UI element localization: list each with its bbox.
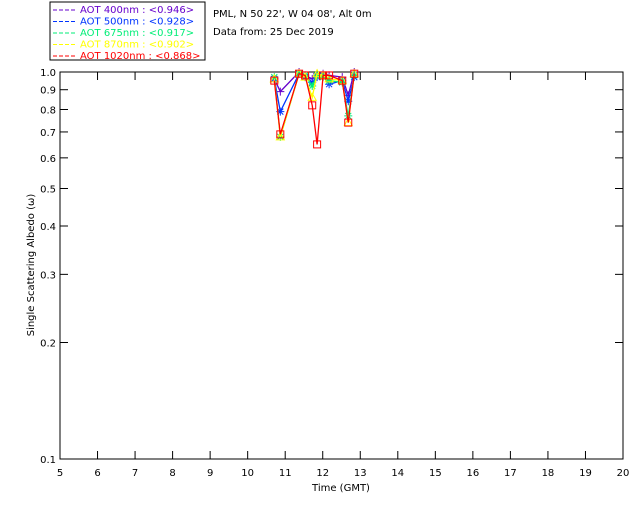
data-point xyxy=(344,118,353,127)
data-point xyxy=(275,131,286,141)
x-tick-label: 14 xyxy=(391,468,404,479)
legend-entry: AOT 400nm : <0.946> xyxy=(80,5,194,16)
x-tick-label: 5 xyxy=(57,468,63,479)
x-tick-label: 8 xyxy=(169,468,175,479)
y-tick-label: 0.5 xyxy=(40,184,56,195)
legend: AOT 400nm : <0.946>AOT 500nm : <0.928>AO… xyxy=(53,5,200,62)
data-point xyxy=(325,71,334,80)
marks xyxy=(269,68,360,149)
x-tick-label: 6 xyxy=(94,468,100,479)
data-point xyxy=(325,76,334,85)
data-point xyxy=(270,76,279,85)
y-tick-label: 0.1 xyxy=(40,455,56,466)
data-point xyxy=(308,101,317,110)
legend-entry: AOT 675nm : <0.917> xyxy=(80,28,194,39)
title-line-2: Data from: 25 Dec 2019 xyxy=(213,27,334,38)
x-axis-label: Time (GMT) xyxy=(311,483,370,494)
y-tick-label: 0.9 xyxy=(40,86,56,97)
legend-entry: AOT 500nm : <0.928> xyxy=(80,17,194,28)
x-tick-label: 16 xyxy=(466,468,479,479)
data-point xyxy=(343,117,354,127)
x-tick-label: 10 xyxy=(241,468,254,479)
y-tick-label: 0.3 xyxy=(40,270,56,281)
data-point xyxy=(301,71,310,80)
data-point xyxy=(276,107,285,116)
y-tick-label: 0.4 xyxy=(40,222,56,233)
legend-entry: AOT 1020nm : <0.868> xyxy=(80,51,200,62)
data-point xyxy=(312,68,322,78)
legend-box xyxy=(49,1,206,61)
data-point xyxy=(276,130,285,139)
title-line-1: PML, N 50 22', W 04 08', Alt 0m xyxy=(213,9,372,20)
y-axis-label: Single Scattering Albedo (ω) xyxy=(26,194,37,337)
y-tick-label: 0.8 xyxy=(40,106,56,117)
x-tick-label: 19 xyxy=(579,468,592,479)
x-tick-label: 20 xyxy=(617,468,630,479)
x-tick-label: 11 xyxy=(279,468,292,479)
x-tick-label: 9 xyxy=(207,468,213,479)
data-point xyxy=(344,97,353,106)
data-point xyxy=(319,71,328,80)
x-tick-label: 12 xyxy=(316,468,329,479)
x-tick-label: 7 xyxy=(132,468,138,479)
x-tick-label: 18 xyxy=(542,468,555,479)
plot-frame xyxy=(59,71,624,460)
data-point xyxy=(300,72,310,81)
x-tick-label: 13 xyxy=(354,468,367,479)
data-point xyxy=(324,73,334,83)
y-tick-label: 0.7 xyxy=(40,128,56,139)
data-point xyxy=(276,87,285,96)
legend-entry: AOT 870nm : <0.902> xyxy=(80,40,194,51)
data-point xyxy=(308,82,317,91)
x-tick-label: 15 xyxy=(429,468,442,479)
x-tick-label: 17 xyxy=(504,468,517,479)
y-tick-label: 0.2 xyxy=(40,339,56,350)
data-point xyxy=(350,69,359,78)
data-point xyxy=(338,76,347,85)
data-point xyxy=(344,111,353,120)
data-point xyxy=(313,140,322,149)
series-line xyxy=(273,72,355,145)
axes: 5 6 7 8 9 10 11 12 13 14 15 16 17 18 19 20 1.0 0.9 0.8 0.7 0… xyxy=(40,68,629,479)
data-point xyxy=(295,69,304,78)
y-tick-label: 1.0 xyxy=(40,68,56,79)
y-tick-label: 0.6 xyxy=(40,154,56,165)
